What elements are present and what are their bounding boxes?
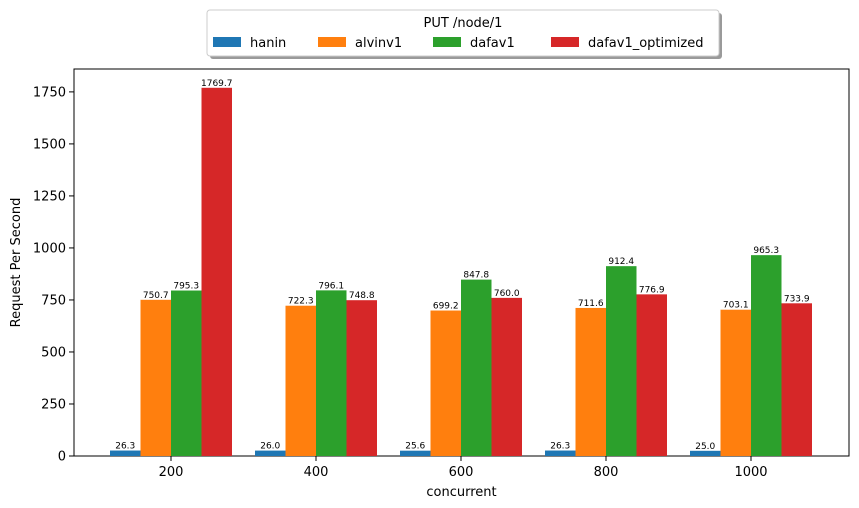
- bar-alvinv1-1000: [720, 309, 751, 456]
- x-axis: 200 400 600 800 1000: [159, 456, 768, 480]
- legend-items: hanin alvinv1 dafav1 dafav1_optimized: [213, 36, 704, 51]
- bar-dafav1_optimized-400: [346, 300, 377, 456]
- y-tick-label: 1500: [33, 137, 66, 152]
- bar-hanin-600: [400, 450, 431, 456]
- data-label: 748.8: [349, 291, 375, 301]
- data-label: 912.4: [608, 257, 634, 267]
- bar-dafav1_optimized-600: [491, 297, 522, 456]
- value-labels: 26.3 26.0 25.6 26.3 25.0 750.7 722.3 699.2 711.6…: [115, 79, 810, 452]
- x-tick-label: 800: [594, 465, 619, 480]
- data-label: 722.3: [288, 297, 314, 307]
- bar-hanin-400: [255, 450, 286, 456]
- legend: PUT /node/1 hanin alvinv1 dafav1 dafav1_opt…: [206, 9, 722, 59]
- legend-entry: dafav1: [470, 36, 515, 51]
- data-label: 760.0: [494, 289, 520, 299]
- data-label: 795.3: [173, 282, 199, 292]
- data-label: 26.3: [115, 442, 135, 452]
- data-label: 796.1: [318, 281, 344, 291]
- bar-dafav1-400: [316, 290, 347, 456]
- bar-alvinv1-400: [285, 305, 316, 456]
- legend-swatch: [433, 37, 461, 47]
- x-tick-label: 400: [304, 465, 329, 480]
- legend-swatch: [318, 37, 346, 47]
- x-tick-label: 200: [159, 465, 184, 480]
- legend-title: PUT /node/1: [424, 16, 503, 31]
- legend-swatch: [551, 37, 579, 47]
- bar-alvinv1-200: [140, 299, 171, 456]
- y-tick-label: 500: [41, 345, 66, 360]
- y-tick-label: 1000: [33, 241, 66, 256]
- data-label: 965.3: [753, 246, 779, 256]
- bar-dafav1-200: [171, 290, 202, 456]
- data-label: 26.0: [260, 442, 280, 452]
- data-label: 703.1: [723, 301, 749, 311]
- y-tick-label: 0: [58, 450, 66, 465]
- bar-hanin-1000: [690, 450, 721, 456]
- data-label: 776.9: [639, 285, 665, 295]
- legend-swatch: [213, 37, 241, 47]
- x-tick-label: 1000: [734, 465, 767, 480]
- data-label: 711.6: [578, 299, 604, 309]
- y-axis-label: Request Per Second: [9, 198, 24, 328]
- legend-entry: dafav1_optimized: [588, 36, 704, 51]
- legend-entry: alvinv1: [355, 36, 402, 51]
- y-tick-label: 1750: [33, 85, 66, 100]
- data-label: 1769.7: [201, 79, 233, 89]
- bar-dafav1_optimized-800: [636, 294, 667, 456]
- bar-dafav1-800: [606, 266, 637, 456]
- bar-alvinv1-600: [430, 310, 461, 456]
- legend-entry: hanin: [250, 36, 286, 51]
- x-tick-label: 600: [449, 465, 474, 480]
- data-label: 25.0: [695, 442, 715, 452]
- data-label: 750.7: [143, 291, 169, 301]
- bar-hanin-200: [110, 450, 141, 456]
- data-label: 25.6: [405, 442, 425, 452]
- data-label: 847.8: [463, 271, 489, 281]
- bar-dafav1_optimized-200: [201, 87, 232, 457]
- bar-dafav1_optimized-1000: [781, 303, 812, 456]
- x-axis-label: concurrent: [426, 485, 496, 500]
- data-label: 26.3: [550, 442, 570, 452]
- bar-hanin-800: [545, 450, 576, 456]
- y-tick-label: 750: [41, 293, 66, 308]
- data-label: 733.9: [784, 294, 810, 304]
- bar-alvinv1-800: [575, 307, 606, 456]
- bar-dafav1-1000: [751, 255, 782, 456]
- bar-dafav1-600: [461, 279, 492, 456]
- data-label: 699.2: [433, 302, 459, 312]
- bars: [110, 87, 812, 457]
- y-tick-label: 250: [41, 397, 66, 412]
- y-tick-label: 1250: [33, 189, 66, 204]
- y-axis: 0 250 500 750 1000 1250 1500 1750: [33, 85, 74, 465]
